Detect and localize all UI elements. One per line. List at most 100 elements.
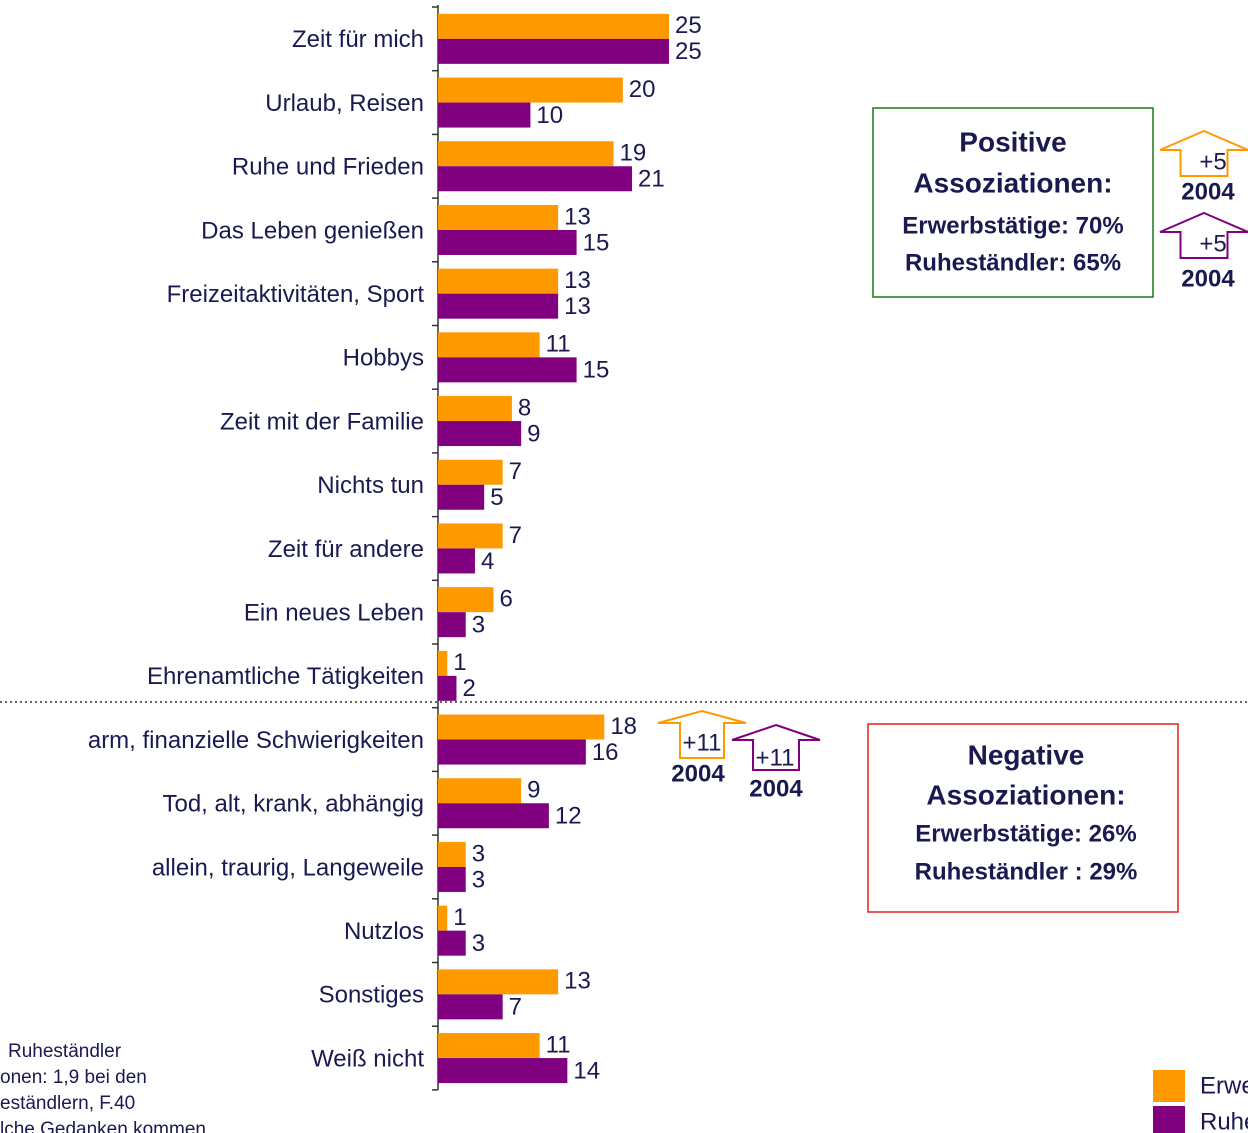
category-label: Nutzlos	[344, 918, 424, 945]
value-label: 9	[527, 777, 540, 804]
value-label: 14	[573, 1057, 600, 1084]
category-label: Ruhe und Frieden	[232, 154, 424, 181]
note: lche Gedanken kommen	[0, 1119, 206, 1133]
category-label: allein, traurig, Langeweile	[152, 854, 424, 881]
value-label: 3	[472, 611, 485, 638]
note: onen: 1,9 bei den	[0, 1067, 147, 1088]
box-text: Ruheständler : 29%	[915, 858, 1138, 885]
bar	[438, 523, 503, 549]
bar	[438, 548, 475, 574]
bar	[438, 166, 633, 192]
value-label: 18	[610, 713, 637, 740]
arrow-year: 2004	[671, 760, 725, 787]
value-label: 25	[675, 12, 702, 39]
arrow	[657, 709, 747, 759]
bar	[438, 459, 503, 485]
bar	[438, 650, 448, 676]
category-label: Zeit mit der Familie	[220, 408, 424, 435]
box-text: Negative	[968, 739, 1085, 770]
category-label: Zeit für mich	[292, 26, 424, 53]
bar	[438, 268, 559, 294]
legend-label: Erwerbstätige	[1200, 1072, 1248, 1099]
value-label: 1	[453, 904, 466, 931]
value-label: 12	[555, 803, 582, 830]
value-label: 8	[518, 394, 531, 421]
value-label: 3	[472, 930, 485, 957]
category-label: Tod, alt, krank, abhängig	[162, 791, 424, 818]
box-text: Ruheständler: 65%	[905, 249, 1121, 276]
bar	[438, 332, 540, 358]
bar	[438, 204, 559, 230]
category-label: Weiß nicht	[311, 1045, 424, 1072]
category-label: Hobbys	[343, 345, 424, 372]
bar	[438, 612, 466, 638]
category-label: Ein neues Leben	[244, 599, 424, 626]
arrow	[731, 723, 821, 771]
value-label: 15	[583, 357, 610, 384]
value-label: 2	[462, 675, 475, 702]
bar	[438, 1058, 568, 1084]
bar	[438, 778, 522, 804]
arrow-year: 2004	[749, 775, 803, 802]
category-label: Ehrenamtliche Tätigkeiten	[147, 663, 424, 690]
bar	[438, 141, 614, 167]
bar	[438, 675, 457, 701]
value-label: 13	[564, 293, 591, 320]
value-label: 20	[629, 76, 656, 103]
category-label: Zeit für andere	[268, 536, 424, 563]
arrow-change: +11	[683, 729, 722, 756]
category-label: Nichts tun	[317, 472, 424, 499]
arrow-change: +5	[1199, 148, 1226, 175]
value-label: 5	[490, 484, 503, 511]
value-label: 7	[509, 522, 522, 549]
arrow-year: 2004	[1181, 265, 1235, 292]
bar	[438, 293, 559, 319]
value-label: 7	[509, 458, 522, 485]
bar	[438, 484, 485, 510]
bar	[438, 866, 466, 892]
arrow-change: +5	[1199, 230, 1226, 257]
note: Ruheständler	[8, 1041, 122, 1062]
bar	[438, 994, 503, 1020]
value-label: 11	[546, 1031, 571, 1058]
bar	[438, 13, 669, 39]
negative-box	[867, 723, 1179, 913]
arrow	[1159, 129, 1248, 177]
note: eständlern, F.40	[0, 1093, 135, 1114]
bar	[438, 102, 531, 128]
bar	[438, 803, 549, 829]
bar	[438, 396, 512, 422]
value-label: 4	[481, 548, 494, 575]
value-label: 1	[453, 649, 466, 676]
value-label: 6	[499, 585, 512, 612]
value-label: 3	[472, 866, 485, 893]
value-label: 16	[592, 739, 619, 766]
bar	[438, 38, 669, 64]
bar	[438, 229, 577, 255]
box-text: Assoziationen:	[913, 167, 1112, 198]
box-text: Assoziationen:	[926, 779, 1125, 810]
value-label: 11	[546, 331, 571, 358]
bar	[438, 1033, 540, 1059]
bar	[438, 421, 522, 447]
value-label: 13	[564, 203, 591, 230]
value-label: 7	[509, 994, 522, 1021]
bar	[438, 841, 466, 867]
value-label: 19	[620, 140, 647, 167]
box-text: Erwerbstätige: 70%	[902, 212, 1123, 239]
bar	[438, 587, 494, 613]
positive-box	[872, 107, 1154, 298]
box-text: Positive	[959, 126, 1066, 157]
arrow	[1159, 211, 1248, 259]
value-label: 9	[527, 420, 540, 447]
legend-label: Ruheständler	[1200, 1108, 1248, 1133]
legend-swatch	[1153, 1070, 1185, 1102]
value-label: 25	[675, 38, 702, 65]
value-label: 10	[536, 102, 563, 129]
legend-swatch	[1153, 1106, 1185, 1133]
arrow-change: +11	[756, 744, 795, 771]
bar	[438, 714, 605, 740]
box-text: Erwerbstätige: 26%	[915, 820, 1136, 847]
value-label: 13	[564, 267, 591, 294]
